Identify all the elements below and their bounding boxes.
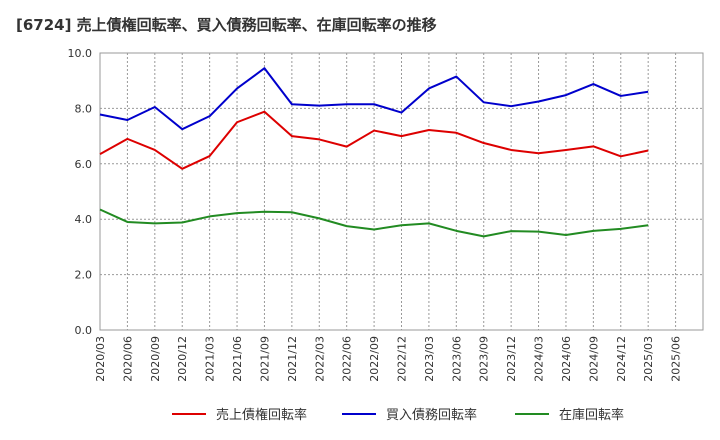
y-tick-label: 4.0: [75, 213, 93, 226]
legend-label-2: 在庫回転率: [559, 407, 624, 423]
plot-area: [99, 52, 704, 331]
x-tick-label: 2023/09: [478, 336, 491, 382]
x-tick-label: 2024/12: [615, 336, 628, 382]
x-tick-label: 2024/06: [560, 336, 573, 382]
x-tick-label: 2023/06: [450, 336, 463, 382]
series-line-1: [99, 67, 649, 131]
y-axis-ticks: 0.0 2.0 4.0 6.0 8.0 10.0: [68, 47, 93, 337]
legend: 売上債権回転率 買入債務回転率 在庫回転率: [172, 407, 624, 423]
x-tick-label: 2021/12: [286, 336, 299, 382]
x-tick-label: 2020/06: [121, 336, 134, 382]
series-lines: [99, 67, 649, 238]
x-tick-label: 2021/09: [258, 336, 271, 382]
series-line-2: [99, 208, 649, 238]
y-tick-label: 6.0: [75, 158, 93, 171]
y-tick-label: 10.0: [68, 47, 93, 60]
y-tick-label: 0.0: [75, 324, 93, 337]
chart-title: [6724] 売上債権回転率、買入債務回転率、在庫回転率の推移: [16, 16, 437, 34]
x-tick-label: 2020/12: [176, 336, 189, 382]
legend-label-1: 買入債務回転率: [386, 407, 477, 423]
x-tick-label: 2022/09: [368, 336, 381, 382]
x-tick-label: 2022/03: [313, 336, 326, 382]
x-tick-label: 2022/12: [396, 336, 409, 382]
x-tick-label: 2021/06: [231, 336, 244, 382]
x-tick-label: 2022/06: [341, 336, 354, 382]
x-tick-label: 2024/09: [587, 336, 600, 382]
x-tick-label: 2020/03: [94, 336, 107, 382]
x-tick-label: 2024/03: [533, 336, 546, 382]
x-tick-label: 2023/12: [505, 336, 518, 382]
x-tick-label: 2021/03: [204, 336, 217, 382]
y-tick-label: 2.0: [75, 269, 93, 282]
series-line-0: [99, 110, 649, 170]
x-tick-label: 2025/06: [670, 336, 683, 382]
x-tick-label: 2025/03: [642, 336, 655, 382]
x-tick-label: 2023/03: [423, 336, 436, 382]
x-tick-label: 2020/09: [149, 336, 162, 382]
y-tick-label: 8.0: [75, 102, 93, 115]
x-axis-ticks: 2020/03 2020/06 2020/09 2020/12 2021/03 2021/…: [94, 336, 683, 382]
legend-label-0: 売上債権回転率: [216, 407, 307, 423]
